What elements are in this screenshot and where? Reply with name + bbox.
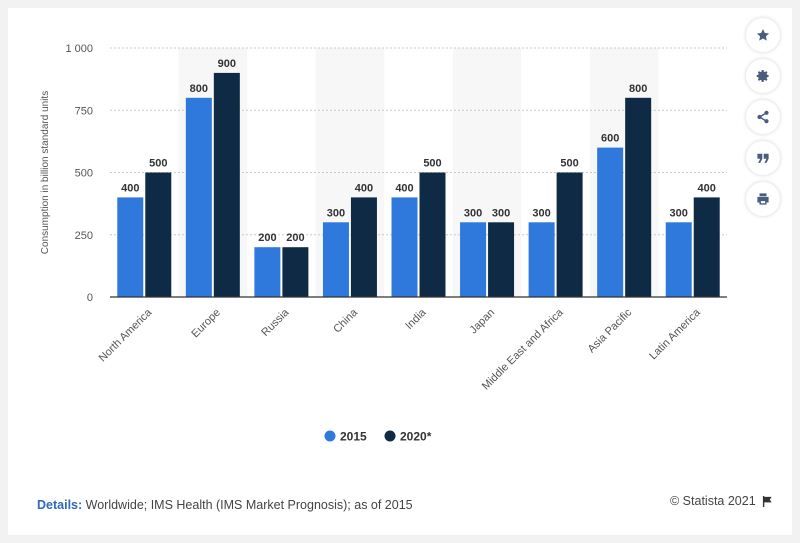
details-text: Worldwide; IMS Health (IMS Market Progno… <box>85 498 413 512</box>
x-tick-label: India <box>403 306 429 332</box>
x-tick-label: Russia <box>259 306 292 339</box>
bar-2015 <box>185 97 212 297</box>
legend-marker <box>384 430 396 442</box>
legend-label: 2020* <box>400 430 432 444</box>
data-label: 200 <box>286 232 304 244</box>
data-label: 500 <box>149 158 167 170</box>
chart-card: 0 250 500 750 1 000 400 500 North America 800 900… <box>8 8 792 535</box>
bar-2020 <box>282 247 309 297</box>
bar-2020 <box>213 72 240 298</box>
gear-icon <box>756 70 769 82</box>
bar-2015 <box>665 222 692 297</box>
data-label: 300 <box>532 207 550 219</box>
data-label: 300 <box>492 207 510 219</box>
bar-2015 <box>597 147 624 297</box>
y-tick-label: 250 <box>75 230 93 242</box>
y-tick-label: 500 <box>75 168 93 180</box>
bar-2020 <box>419 172 446 297</box>
x-tick-label: Asia Pacific <box>586 306 635 355</box>
data-label: 300 <box>670 207 688 219</box>
bar-2015 <box>322 222 349 297</box>
x-tick-label: Europe <box>189 307 223 341</box>
data-label: 600 <box>601 133 619 145</box>
bar-2020 <box>350 197 377 297</box>
data-label: 500 <box>423 158 441 170</box>
bar-2015 <box>254 247 281 297</box>
bar-2020 <box>145 172 172 297</box>
cite-button[interactable] <box>746 141 780 175</box>
statista-credit[interactable]: © Statista 2021 <box>670 494 773 508</box>
details-note: Details: Worldwide; IMS Health (IMS Mark… <box>37 498 413 512</box>
print-icon <box>757 193 769 205</box>
share-icon <box>757 110 769 124</box>
y-tick-label: 1 000 <box>65 43 93 55</box>
y-axis-title: Consumption in billion standard units <box>40 91 51 254</box>
side-toolbar <box>746 18 782 216</box>
data-label: 500 <box>560 158 578 170</box>
data-label: 300 <box>327 207 345 219</box>
favorite-button[interactable] <box>746 18 780 52</box>
data-label: 800 <box>629 83 647 95</box>
data-label: 400 <box>698 182 716 194</box>
bar-2020 <box>693 197 720 297</box>
flag-icon <box>762 495 772 507</box>
credit-text: © Statista 2021 <box>670 494 756 508</box>
settings-button[interactable] <box>746 59 780 93</box>
data-label: 200 <box>258 232 276 244</box>
y-tick-label: 750 <box>75 105 93 117</box>
data-label: 800 <box>190 83 208 95</box>
y-tick-label: 0 <box>87 292 93 304</box>
data-label: 400 <box>121 182 139 194</box>
data-label: 400 <box>395 182 413 194</box>
quote-icon <box>757 153 769 163</box>
x-tick-label: Latin America <box>647 306 703 362</box>
bar-2015 <box>391 197 418 297</box>
bar-2020 <box>556 172 583 297</box>
x-tick-label: Japan <box>467 307 497 337</box>
x-tick-label: North America <box>97 306 155 364</box>
x-tick-label: China <box>331 306 360 335</box>
star-icon <box>756 29 770 41</box>
bar-2015 <box>528 222 555 297</box>
data-label: 300 <box>464 207 482 219</box>
bar-chart: 0 250 500 750 1 000 400 500 North America 800 900… <box>40 43 727 444</box>
legend-label: 2015 <box>340 430 367 444</box>
details-label: Details: <box>37 498 83 512</box>
data-label: 900 <box>218 58 236 70</box>
bar-2015 <box>117 197 144 297</box>
data-label: 400 <box>355 182 373 194</box>
bar-2020 <box>488 222 515 297</box>
bar-2015 <box>460 222 487 297</box>
share-button[interactable] <box>746 100 780 134</box>
bar-2020 <box>625 97 652 297</box>
print-button[interactable] <box>746 182 780 216</box>
legend-marker <box>324 430 336 442</box>
